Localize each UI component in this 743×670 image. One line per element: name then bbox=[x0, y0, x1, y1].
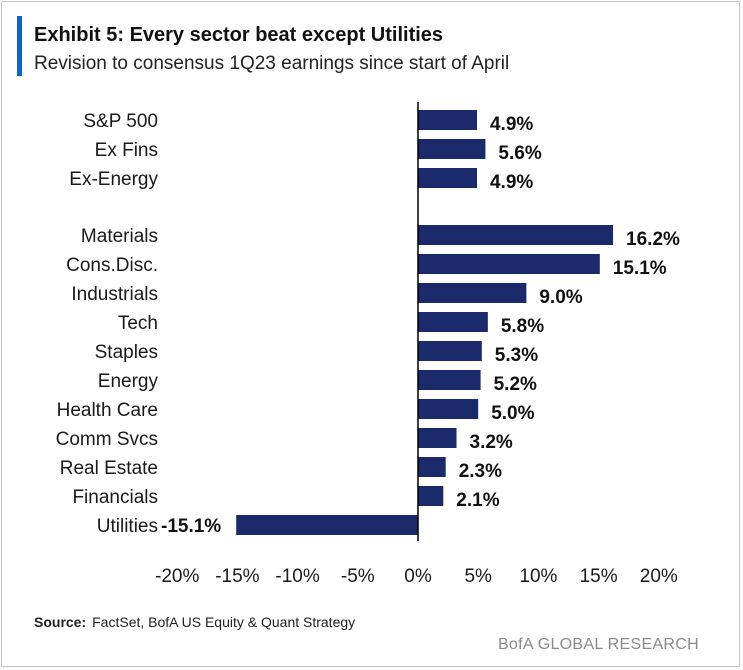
category-label: Comm Svcs bbox=[56, 429, 158, 450]
value-label: 5.2% bbox=[494, 374, 537, 395]
bar bbox=[418, 370, 481, 390]
bar bbox=[418, 254, 600, 274]
value-label: 2.1% bbox=[456, 490, 499, 511]
value-label: 5.0% bbox=[491, 403, 534, 424]
bar bbox=[418, 457, 446, 477]
source-label: Source: bbox=[34, 614, 87, 630]
category-label: Industrials bbox=[71, 284, 158, 305]
chart-subtitle: Revision to consensus 1Q23 earnings sinc… bbox=[34, 53, 510, 74]
bar bbox=[418, 225, 614, 245]
source-note: Source: FactSet, BofA US Equity & Quant S… bbox=[34, 614, 355, 630]
source-text: FactSet, BofA US Equity & Quant Strategy bbox=[92, 614, 356, 630]
bar bbox=[418, 283, 527, 303]
brand-label: BofA GLOBAL RESEARCH bbox=[497, 636, 699, 653]
x-tick-label: 15% bbox=[580, 566, 618, 587]
bar bbox=[418, 399, 479, 419]
bar bbox=[418, 110, 477, 130]
bar bbox=[236, 515, 418, 535]
value-label: 5.8% bbox=[501, 316, 544, 337]
title-accent-bar bbox=[17, 16, 22, 76]
category-label: Tech bbox=[118, 313, 158, 334]
category-label: S&P 500 bbox=[83, 111, 158, 132]
category-label: Materials bbox=[81, 226, 158, 247]
bar bbox=[418, 341, 482, 361]
category-label: Ex-Energy bbox=[69, 169, 158, 190]
category-label: Ex Fins bbox=[95, 140, 158, 161]
category-label: Utilities bbox=[97, 516, 158, 537]
category-label: Financials bbox=[72, 487, 158, 508]
category-label: Staples bbox=[95, 342, 158, 363]
value-label: -15.1% bbox=[161, 516, 221, 537]
value-label: 2.3% bbox=[459, 461, 502, 482]
bar-chart: S&P 500 4.9% Ex Fins 5.6% Ex-Energy 4.9% Mater… bbox=[56, 102, 680, 587]
value-label: 3.2% bbox=[470, 432, 513, 453]
x-tick-label: -5% bbox=[341, 566, 375, 587]
value-label: 4.9% bbox=[490, 114, 533, 135]
x-tick-label: -10% bbox=[275, 566, 319, 587]
value-label: 5.6% bbox=[498, 143, 541, 164]
x-tick-label: 10% bbox=[519, 566, 557, 587]
category-label: Real Estate bbox=[60, 458, 158, 479]
chart-title: Exhibit 5: Every sector beat except Util… bbox=[34, 24, 444, 46]
value-label: 16.2% bbox=[626, 229, 680, 250]
category-label: Cons.Disc. bbox=[66, 255, 158, 276]
value-label: 5.3% bbox=[495, 345, 538, 366]
value-label: 15.1% bbox=[613, 258, 667, 279]
bar bbox=[418, 312, 488, 332]
value-label: 9.0% bbox=[539, 287, 582, 308]
category-label: Energy bbox=[98, 371, 159, 392]
x-tick-label: -15% bbox=[215, 566, 259, 587]
value-label: 4.9% bbox=[490, 172, 533, 193]
bar bbox=[418, 139, 486, 159]
bar bbox=[418, 486, 444, 506]
bar bbox=[418, 168, 477, 188]
category-label: Health Care bbox=[57, 400, 158, 421]
x-tick-label: 0% bbox=[404, 566, 432, 587]
bar bbox=[418, 428, 457, 448]
x-tick-label: -20% bbox=[155, 566, 199, 587]
x-tick-label: 20% bbox=[640, 566, 678, 587]
x-tick-label: 5% bbox=[464, 566, 492, 587]
